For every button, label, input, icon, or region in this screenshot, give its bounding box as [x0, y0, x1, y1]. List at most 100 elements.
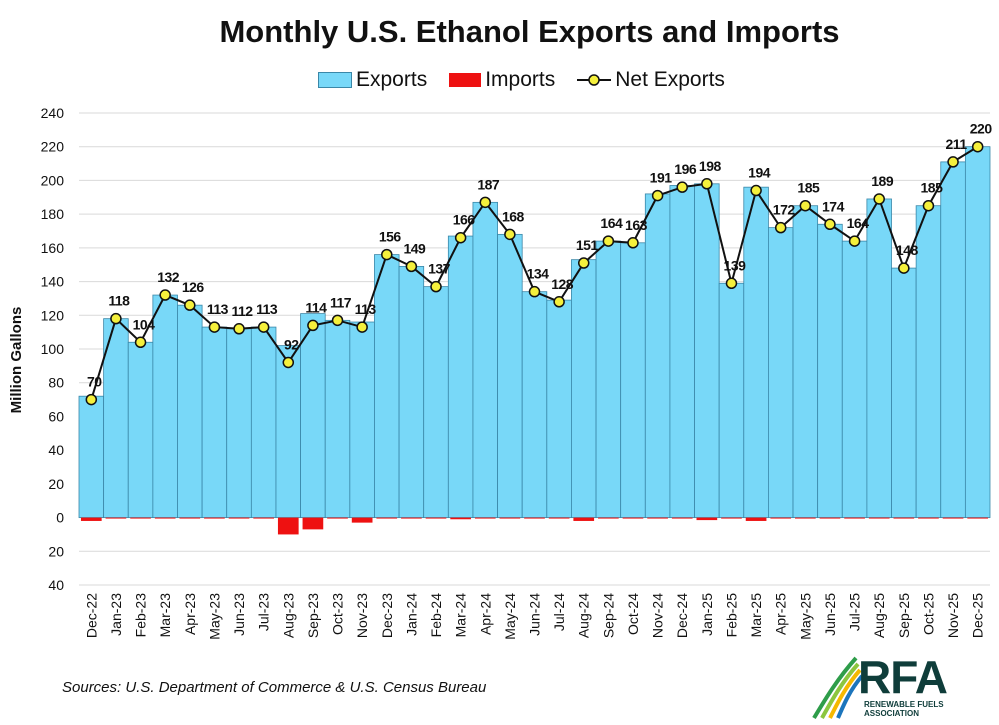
import-bar — [450, 517, 471, 520]
net-exports-data-label: 137 — [428, 261, 451, 277]
net-exports-data-label: 211 — [946, 136, 968, 152]
net-exports-point — [750, 184, 762, 197]
import-bar — [302, 517, 324, 530]
import-bar — [794, 517, 816, 519]
y-tick-label: 200 — [41, 172, 65, 188]
y-tick-label: 60 — [48, 408, 64, 424]
import-bar — [425, 517, 447, 519]
x-tick-label: Jul-23 — [256, 593, 272, 631]
x-tick-label: Apr-25 — [773, 593, 789, 635]
export-bar — [127, 341, 154, 518]
net-exports-point — [282, 356, 295, 369]
x-tick-label: Dec-23 — [379, 593, 395, 638]
y-tick-label: 40 — [48, 442, 64, 458]
net-exports-point — [651, 189, 664, 202]
net-exports-data-label: 113 — [355, 301, 377, 317]
net-exports-point — [504, 228, 516, 241]
net-exports-data-label: 164 — [600, 215, 623, 231]
x-tick-label: Aug-23 — [280, 593, 296, 638]
x-tick-label: Sep-25 — [896, 593, 912, 638]
net-exports-data-label: 132 — [157, 269, 180, 285]
net-exports-data-label: 194 — [748, 165, 771, 181]
net-exports-point — [110, 312, 122, 325]
export-bar — [349, 321, 375, 518]
import-bar — [844, 517, 865, 519]
net-exports-data-label: 149 — [403, 240, 426, 256]
legend-swatch-imports — [449, 73, 482, 87]
import-bar — [277, 517, 299, 535]
logo-subtitle: RENEWABLE FUELS ASSOCIATION — [864, 700, 944, 718]
x-tick-label: Sep-23 — [305, 593, 321, 638]
net-exports-data-label: 191 — [650, 170, 673, 186]
net-exports-point — [873, 193, 885, 205]
x-tick-label: Mar-24 — [453, 593, 469, 638]
export-bar — [226, 328, 252, 518]
source-note: Sources: U.S. Department of Commerce & U… — [62, 679, 487, 696]
import-bar — [204, 517, 225, 519]
net-exports-point — [898, 262, 910, 274]
net-exports-point — [947, 156, 959, 168]
y-tick-label: 20 — [48, 476, 64, 492]
x-tick-label: Oct-24 — [625, 593, 641, 635]
x-tick-label: Mar-23 — [157, 593, 173, 638]
net-exports-data-label: 112 — [231, 303, 253, 319]
net-exports-point — [528, 285, 541, 298]
import-bar — [376, 517, 398, 519]
net-exports-data-label: 117 — [330, 294, 352, 310]
x-tick-label: Mar-25 — [748, 593, 764, 638]
net-exports-point — [356, 321, 368, 333]
import-bar — [893, 517, 915, 519]
export-bar — [300, 313, 326, 518]
x-tick-label: Aug-24 — [576, 593, 592, 638]
net-exports-point — [134, 336, 147, 349]
import-bar — [474, 517, 496, 519]
export-bar — [866, 198, 892, 518]
y-tick-label: 100 — [41, 341, 65, 357]
net-exports-point — [430, 280, 442, 293]
x-tick-label: Apr-24 — [477, 593, 493, 635]
legend-swatch-exports — [318, 72, 352, 88]
export-bar — [792, 205, 819, 518]
export-bar — [694, 183, 720, 518]
import-bar — [918, 517, 939, 519]
x-tick-label: Jun-24 — [527, 593, 543, 636]
x-tick-label: Nov-25 — [945, 593, 961, 638]
net-exports-point — [381, 248, 393, 261]
x-tick-label: Sep-24 — [600, 593, 616, 638]
import-bar — [401, 517, 422, 519]
x-tick-label: Feb-25 — [723, 593, 739, 638]
net-exports-data-label: 163 — [625, 217, 648, 233]
net-exports-data-label: 189 — [871, 173, 894, 189]
net-exports-data-label: 164 — [847, 215, 870, 231]
import-bar — [745, 517, 767, 521]
import-bar — [868, 517, 890, 519]
x-tick-label: Oct-23 — [330, 593, 346, 635]
y-tick-label: 140 — [41, 274, 65, 290]
rfa-logo-mark-icon — [812, 656, 864, 720]
net-exports-point — [553, 296, 565, 308]
y-tick-label: 0 — [56, 510, 64, 526]
net-exports-data-label: 156 — [379, 229, 402, 245]
net-exports-point — [577, 257, 590, 269]
net-exports-data-label: 185 — [797, 180, 820, 196]
net-exports-data-label: 139 — [724, 257, 747, 273]
net-exports-point — [627, 237, 639, 249]
import-bar — [622, 517, 644, 519]
import-bar — [696, 517, 718, 521]
chart-legend: Exports Imports Net Exports — [318, 68, 747, 92]
y-tick-label: 220 — [41, 139, 65, 155]
x-tick-label: Jan-23 — [108, 593, 124, 636]
legend-item-imports: Imports — [449, 68, 555, 92]
import-bar — [967, 517, 989, 519]
net-exports-data-label: 114 — [305, 299, 327, 315]
x-tick-label: Jan-25 — [699, 593, 715, 636]
net-exports-point — [701, 178, 713, 190]
net-exports-point — [159, 289, 171, 301]
export-bar — [595, 240, 622, 518]
y-tick-label: 160 — [41, 240, 65, 256]
x-tick-label: Apr-23 — [182, 593, 198, 635]
net-exports-data-label: 196 — [674, 161, 697, 177]
logo-subtitle-line1: RENEWABLE FUELS — [864, 700, 944, 709]
net-exports-point — [257, 321, 270, 333]
import-bar — [80, 517, 102, 521]
